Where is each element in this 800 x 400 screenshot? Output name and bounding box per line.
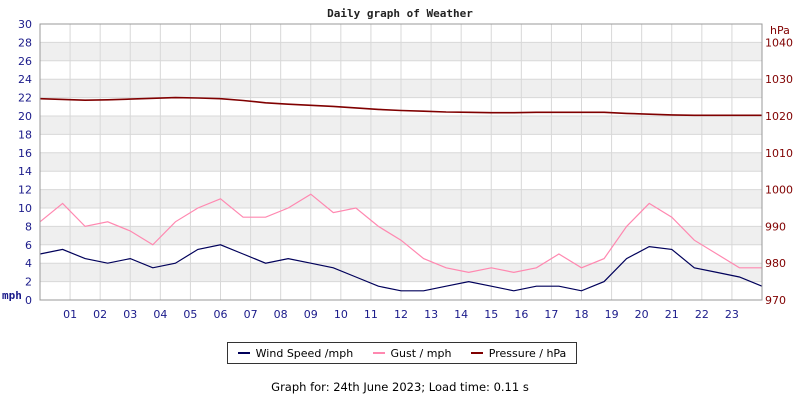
- x-tick-label: 21: [665, 308, 679, 321]
- y-axis-left-label: mph: [2, 289, 22, 302]
- y-tick-right: 1040: [765, 36, 793, 49]
- y-tick-left: 12: [18, 184, 32, 197]
- series-line-pressure: [39, 96, 762, 117]
- y-tick-left: 14: [18, 165, 32, 178]
- y-tick-right: 970: [765, 294, 786, 307]
- y-tick-left: 18: [18, 128, 32, 141]
- legend-swatch-gust: [372, 352, 385, 354]
- x-tick-label: 11: [364, 308, 378, 321]
- legend-item-pressure: Pressure / hPa: [470, 346, 567, 360]
- y-tick-right: 1020: [765, 110, 793, 123]
- y-tick-right: 1000: [765, 184, 793, 197]
- y-tick-right: 1010: [765, 147, 793, 160]
- x-tick-label: 20: [635, 308, 649, 321]
- series-line-wind: [39, 244, 763, 292]
- x-tick-label: 05: [183, 308, 197, 321]
- y-tick-left: 2: [25, 276, 32, 289]
- y-tick-left: 26: [18, 55, 32, 68]
- y-tick-right: 1030: [765, 73, 793, 86]
- y-tick-left: 4: [25, 257, 32, 270]
- x-tick-label: 15: [484, 308, 498, 321]
- x-tick-label: 22: [695, 308, 709, 321]
- legend-label-gust: Gust / mph: [390, 346, 452, 360]
- x-tick-label: 07: [244, 308, 258, 321]
- y-tick-left: 20: [18, 110, 32, 123]
- y-tick-left: 0: [25, 294, 32, 307]
- y-tick-left: 10: [18, 202, 32, 215]
- x-tick-label: 12: [394, 308, 408, 321]
- y-tick-left: 16: [18, 147, 32, 160]
- legend-swatch-pressure: [470, 352, 483, 354]
- y-tick-right: 980: [765, 257, 786, 270]
- plot-border: [39, 23, 763, 301]
- y-axis-right-label: hPa: [770, 24, 790, 37]
- y-tick-left: 24: [18, 73, 32, 86]
- chart-title: Daily graph of Weather: [327, 7, 473, 20]
- x-tick-label: 08: [274, 308, 288, 321]
- legend-label-wind: Wind Speed /mph: [255, 346, 354, 360]
- x-tick-label: 14: [454, 308, 468, 321]
- x-tick-label: 16: [514, 308, 528, 321]
- x-tick-label: 06: [214, 308, 228, 321]
- y-tick-right: 990: [765, 220, 786, 233]
- y-tick-left: 28: [18, 36, 32, 49]
- x-tick-label: 18: [575, 308, 589, 321]
- x-tick-label: 17: [544, 308, 558, 321]
- legend: Wind Speed /mph Gust / mph Pressure / hP…: [227, 342, 577, 364]
- x-tick-label: 04: [153, 308, 167, 321]
- x-tick-label: 03: [123, 308, 137, 321]
- y-tick-left: 30: [18, 18, 32, 31]
- x-tick-label: 09: [304, 308, 318, 321]
- y-tick-left: 6: [25, 239, 32, 252]
- legend-item-wind: Wind Speed /mph: [237, 346, 354, 360]
- x-tick-label: 13: [424, 308, 438, 321]
- x-tick-label: 10: [334, 308, 348, 321]
- y-tick-left: 8: [25, 220, 32, 233]
- legend-label-pressure: Pressure / hPa: [488, 346, 567, 360]
- series-line-gust: [39, 193, 762, 274]
- x-tick-label: 19: [605, 308, 619, 321]
- legend-item-gust: Gust / mph: [372, 346, 452, 360]
- legend-swatch-wind: [237, 352, 250, 354]
- footer-text: Graph for: 24th June 2023; Load time: 0.…: [271, 380, 529, 394]
- y-tick-left: 22: [18, 92, 32, 105]
- x-tick-label: 02: [93, 308, 107, 321]
- x-tick-label: 23: [725, 308, 739, 321]
- x-tick-label: 01: [63, 308, 77, 321]
